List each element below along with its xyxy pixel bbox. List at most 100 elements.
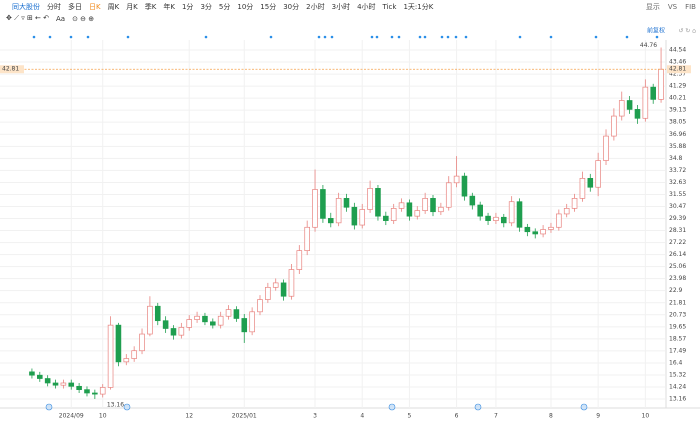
x-tick-label: 6 <box>455 413 459 420</box>
candle <box>265 282 271 303</box>
candle-body <box>469 195 476 206</box>
candle-body <box>406 202 413 217</box>
candle-body <box>304 226 310 251</box>
candle <box>398 198 405 212</box>
candle-body <box>37 374 43 379</box>
period-tab[interactable]: Tick <box>382 2 397 11</box>
candle <box>312 169 318 232</box>
toolbar-button[interactable]: VS <box>667 2 678 11</box>
last-price-label: 42.81 <box>2 66 19 73</box>
candle <box>217 311 224 329</box>
candle <box>178 322 185 339</box>
toolbar-button[interactable]: 显示 <box>645 2 660 11</box>
candle-body <box>595 160 601 188</box>
period-tab[interactable]: 1分 <box>181 2 194 11</box>
candle <box>44 375 51 387</box>
candle <box>516 198 523 232</box>
period-tab[interactable]: 年K <box>163 2 175 11</box>
y-tick-label: 18.57 <box>669 335 686 342</box>
low-label: 13.16 <box>107 401 124 408</box>
candle <box>288 263 295 300</box>
y-tick-label: 27.22 <box>669 239 686 246</box>
candle-body <box>162 320 169 329</box>
candle <box>618 91 625 121</box>
high-label: 44.76 <box>640 42 657 49</box>
candle-body <box>68 382 75 387</box>
candle-body <box>186 319 193 328</box>
candle-body <box>194 315 200 320</box>
candle <box>634 104 641 124</box>
candle <box>296 245 303 274</box>
candle-body <box>359 209 366 226</box>
period-tab[interactable]: 2小时 <box>306 2 325 11</box>
y-tick-label: 34.8 <box>669 155 683 162</box>
candle-body <box>524 226 531 233</box>
candle-body <box>147 305 153 335</box>
candle-body <box>390 208 397 221</box>
candle-body <box>367 188 373 210</box>
candle <box>587 173 594 192</box>
x-tick-label: 2025/01 <box>232 413 257 420</box>
candle-body <box>288 269 295 297</box>
x-tick-label: 3 <box>313 413 317 420</box>
candle <box>603 129 609 166</box>
candle <box>147 296 153 337</box>
candle <box>351 202 358 230</box>
period-tab[interactable]: 4小时 <box>357 2 376 11</box>
candle-body <box>312 189 318 228</box>
candle-body <box>461 175 468 197</box>
toolbar-button[interactable]: FIB <box>685 2 696 11</box>
y-tick-label: 28.31 <box>669 227 686 234</box>
candle <box>445 176 452 211</box>
period-tab[interactable]: 15分 <box>260 2 277 11</box>
candle <box>139 328 145 355</box>
icon[interactable]: ✥ ⟋ ▿ ⊞ ← ↶ <box>6 14 50 22</box>
event-icons[interactable] <box>45 403 588 411</box>
candle <box>68 379 75 390</box>
y-tick-label: 43.46 <box>669 59 686 66</box>
icon[interactable]: ⊙ ⊖ ⊕ <box>72 14 95 23</box>
period-tab[interactable]: 1天:1分K <box>403 2 434 11</box>
candle <box>343 193 350 212</box>
period-tab[interactable]: 10分 <box>237 2 254 11</box>
candle-body <box>618 100 625 117</box>
period-tab[interactable]: 多日 <box>68 2 82 11</box>
period-tab[interactable]: 月K <box>126 2 138 11</box>
candle <box>390 203 397 224</box>
candle-body <box>532 231 539 235</box>
candle <box>375 185 381 221</box>
event-dots <box>32 35 659 39</box>
period-tab[interactable]: 日K <box>89 2 101 11</box>
candle <box>225 305 232 320</box>
y-tick-label: 39.13 <box>669 107 686 114</box>
period-tab[interactable]: 3小时 <box>331 2 351 11</box>
candle <box>37 371 43 382</box>
stock-name[interactable]: 同大股份 <box>12 2 40 11</box>
candle-body <box>257 299 263 313</box>
period-tab[interactable]: 3分 <box>200 2 212 11</box>
candle-body <box>335 198 342 224</box>
adjust-button[interactable]: 前复权 <box>647 27 665 35</box>
candle <box>367 180 373 213</box>
period-tab[interactable]: 分时 <box>47 2 61 11</box>
candle <box>642 79 649 122</box>
candle <box>304 220 310 256</box>
candle <box>508 196 515 227</box>
y-tick-label: 33.72 <box>669 167 686 174</box>
candle <box>280 279 287 301</box>
candle-body <box>500 216 507 224</box>
candle-body <box>611 115 617 137</box>
candle-body <box>99 387 106 395</box>
candle-body <box>44 378 51 384</box>
tool[interactable]: Aa <box>56 14 66 23</box>
candle <box>257 295 263 316</box>
candle-body <box>626 100 633 110</box>
y-tick-label: 13.16 <box>669 395 686 402</box>
candle-body <box>327 218 334 224</box>
icon[interactable]: ↺ ↻ ⌂ <box>678 28 696 35</box>
period-tab[interactable]: 季K <box>144 2 157 11</box>
period-tab[interactable]: 30分 <box>283 2 300 11</box>
x-tick-label: 10 <box>642 413 650 420</box>
period-tab[interactable]: 5分 <box>218 2 231 11</box>
period-tab[interactable]: 周K <box>107 2 120 11</box>
